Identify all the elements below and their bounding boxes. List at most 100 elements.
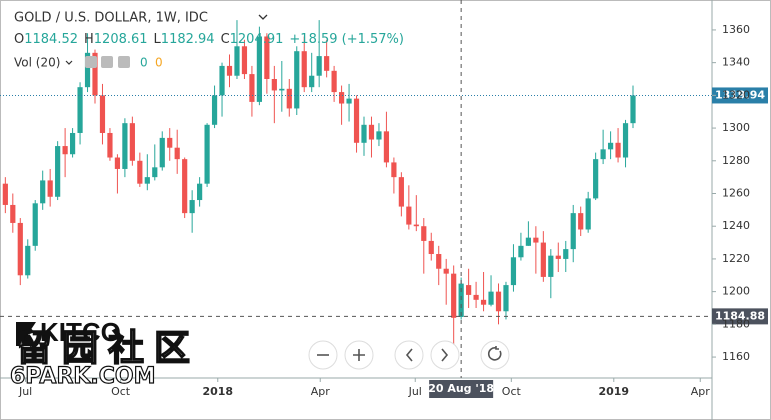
vol-close[interactable] (118, 56, 130, 68)
nav-icon (487, 346, 502, 361)
volume-value: 0 (140, 56, 148, 70)
candle-body (137, 160, 143, 184)
candle-body (122, 123, 128, 169)
y-tick-label: 1360 (722, 23, 750, 36)
x-tick-label: Oct (502, 385, 522, 398)
nav-icon (405, 348, 413, 362)
candle-body (436, 254, 442, 269)
y-tick-label: 1320 (722, 88, 750, 101)
candle-body (211, 95, 218, 125)
candle-body (421, 226, 427, 241)
candle-body (256, 36, 262, 102)
candle-body (99, 95, 106, 133)
nav-icon (441, 348, 449, 362)
candle-body (406, 206, 412, 225)
candle-body (622, 123, 629, 158)
candle-body (525, 237, 531, 246)
watermark-site: 6PARK.COM (10, 364, 156, 389)
x-tick-label: Jul (18, 385, 32, 398)
candle-body (114, 157, 121, 169)
candle-body (324, 56, 330, 71)
candle-body (279, 88, 285, 91)
candle-body (383, 131, 390, 163)
candle-body (174, 147, 180, 160)
nav-button[interactable] (480, 340, 510, 370)
x-tick-label: 2018 (202, 385, 233, 398)
volume-chevron[interactable] (65, 60, 73, 65)
candle-body (338, 92, 345, 104)
candle-body (451, 273, 457, 318)
candle-body (316, 56, 322, 76)
candle-body (92, 52, 98, 96)
candle-body (219, 65, 225, 96)
candle-body (391, 162, 397, 178)
ohlc-legend: O1184.52 H1208.61 L1182.94 C1204.91 +18.59 (… (14, 32, 404, 47)
candle-body (286, 88, 292, 109)
candle-body (2, 183, 8, 205)
y-tick-label: 1220 (722, 252, 750, 265)
candle-body (62, 146, 68, 155)
nav-button[interactable] (430, 340, 460, 370)
crosshair-x-label: 20 Aug '18 (428, 382, 494, 395)
candle-body (159, 137, 165, 168)
watermark-cn: 留园社区 (16, 328, 200, 369)
candle-body (570, 213, 576, 250)
candle-body (533, 237, 539, 243)
candle-body (107, 132, 113, 158)
candle-body (331, 70, 337, 93)
last-price-box (712, 87, 768, 104)
candle-body (69, 132, 76, 155)
candle-body (84, 52, 91, 88)
candle-body (40, 180, 46, 204)
candle-body (182, 159, 188, 214)
candle-body (234, 46, 240, 76)
candle-body (510, 257, 517, 286)
candle-body (204, 124, 210, 184)
candle-body (197, 183, 203, 201)
ohlc-value: 1208.61 (94, 32, 148, 47)
y-tick-label: 1280 (722, 154, 750, 167)
ohlc-key: C (221, 32, 230, 47)
candle-body (495, 291, 502, 312)
nav-icon (353, 349, 365, 361)
candle-body (413, 224, 419, 227)
ohlc-key: L (154, 32, 162, 47)
brand-icon (16, 322, 36, 346)
candle-body (607, 142, 614, 150)
candle-body (17, 222, 23, 276)
candle-body (428, 240, 434, 255)
x-tick-label: 2019 (598, 385, 629, 398)
candle-body (593, 159, 599, 199)
ohlc-value: 1184.52 (24, 32, 78, 47)
candle-body (152, 167, 158, 178)
candle-body (353, 98, 360, 143)
candle-body (144, 177, 150, 184)
last-price-label: 1319.94 (715, 88, 765, 101)
candle-body (294, 51, 300, 109)
candle-body (563, 249, 569, 259)
candle-body (503, 285, 509, 312)
x-tick-label: Jul (408, 385, 422, 398)
plot-area (2, 20, 636, 358)
y-tick-label: 1200 (722, 285, 750, 298)
candle-body (600, 149, 606, 160)
candle-body (25, 245, 31, 276)
y-tick-label: 1340 (722, 56, 750, 69)
nav-button[interactable] (394, 340, 424, 370)
crosshair-y-box (712, 308, 768, 325)
title-chevron[interactable] (258, 14, 268, 20)
candle-body (309, 75, 315, 88)
candle-body (32, 203, 38, 246)
vol-settings[interactable] (101, 56, 113, 68)
vol-eye[interactable] (85, 56, 97, 68)
candle-body (241, 46, 248, 75)
candle-body (271, 79, 277, 91)
volume-value: 0 (155, 56, 163, 70)
candle-body (167, 137, 173, 148)
candle-body (488, 291, 494, 305)
candle-body (466, 285, 472, 295)
volume-label: Vol (20) (14, 56, 60, 70)
watermark-brand: KITCO (40, 317, 121, 347)
